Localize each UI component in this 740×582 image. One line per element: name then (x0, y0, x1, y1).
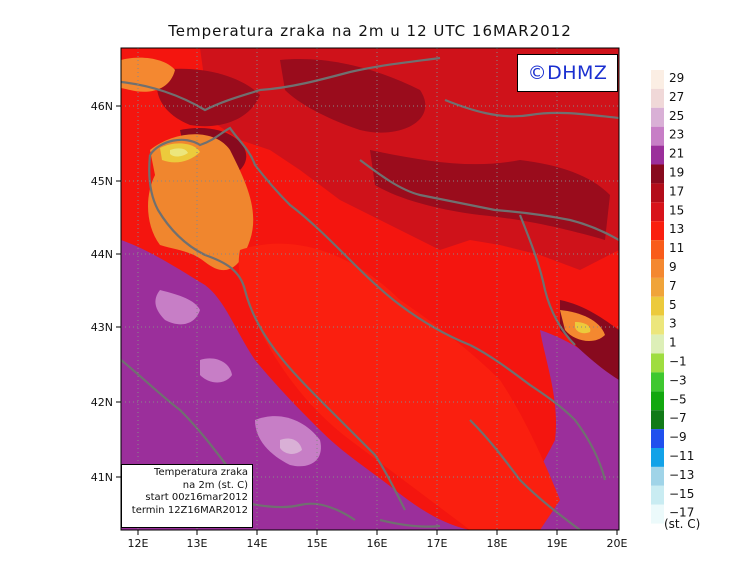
lon-label: 18E (487, 537, 508, 550)
lon-label: 12E (128, 537, 149, 550)
legend-swatch (651, 145, 664, 165)
lat-label: 44N (91, 248, 113, 261)
legend-label: −1 (669, 355, 687, 369)
legend-label: 25 (669, 109, 684, 123)
lon-labels: 12E 13E 14E 15E 16E 17E 18E 19E 20E (128, 537, 628, 550)
lat-labels: 46N 45N 44N 43N 42N 41N (91, 100, 113, 484)
dhmz-logo: ©DHMZ (517, 54, 618, 92)
legend-swatch (651, 466, 664, 486)
legend-label: 7 (669, 279, 677, 293)
lon-label: 17E (427, 537, 448, 550)
legend-label: 13 (669, 222, 684, 236)
legend-label: 3 (669, 317, 677, 331)
legend-label: 17 (669, 184, 684, 198)
legend-swatch (651, 70, 664, 89)
legend-label: −13 (669, 468, 694, 482)
lat-label: 45N (91, 175, 113, 188)
lon-label: 13E (187, 537, 208, 550)
lon-label: 20E (607, 537, 628, 550)
legend-label: 29 (669, 71, 684, 85)
legend-swatch (651, 334, 664, 354)
legend-label: −7 (669, 411, 687, 425)
legend-label: −15 (669, 487, 694, 501)
legend-label: 9 (669, 260, 677, 274)
lat-label: 46N (91, 100, 113, 113)
lon-label: 14E (247, 537, 268, 550)
legend-swatch (651, 372, 664, 392)
lat-label: 43N (91, 321, 113, 334)
legend-label: 1 (669, 336, 677, 350)
coastlines (121, 56, 619, 530)
lon-label: 19E (547, 537, 568, 550)
legend-swatch (651, 107, 664, 127)
legend-swatch (651, 88, 664, 108)
legend-label: 19 (669, 166, 684, 180)
legend-swatch (651, 391, 664, 411)
legend-label: −5 (669, 392, 687, 406)
legend-swatch (651, 296, 664, 316)
lat-label: 41N (91, 471, 113, 484)
legend-swatch (651, 259, 664, 278)
lat-lon-grid (121, 48, 619, 530)
legend-swatch (651, 126, 664, 146)
legend-label: −11 (669, 449, 694, 463)
info-line: Temperatura zraka (154, 467, 248, 478)
legend-label: 11 (669, 241, 684, 255)
legend-swatch (651, 485, 664, 505)
legend-swatch (651, 202, 664, 222)
temperature-field (121, 48, 619, 530)
color-legend: 29 27 25 23 21 19 17 15 13 11 9 7 5 3 1 −1 −3 −5 −7 −9 −11 −1… (651, 70, 694, 524)
legend-swatch (651, 504, 664, 524)
legend-label: −3 (669, 373, 687, 387)
legend-swatch (651, 410, 664, 430)
info-line: start 00z16mar2012 (145, 492, 248, 503)
legend-swatch (651, 221, 664, 241)
map-title: Temperatura zraka na 2m u 12 UTC 16MAR20… (168, 22, 572, 40)
info-box: Temperatura zraka na 2m (st. C) start 00… (121, 464, 253, 528)
legend-unit: (st. C) (664, 517, 700, 531)
lat-label: 42N (91, 396, 113, 409)
legend-swatch (651, 315, 664, 335)
info-line: termin 12Z16MAR2012 (131, 504, 248, 516)
axis-ticks (116, 105, 618, 535)
legend-label: 23 (669, 128, 684, 142)
legend-swatch (651, 164, 664, 184)
legend-label: 5 (669, 298, 677, 312)
legend-label: −17 (669, 506, 694, 520)
legend-label: −9 (669, 430, 687, 444)
legend-label: 15 (669, 203, 684, 217)
legend-swatch (651, 448, 664, 467)
legend-label: 21 (669, 147, 684, 161)
lon-label: 16E (367, 537, 388, 550)
plot-frame (120, 47, 620, 531)
info-line: na 2m (st. C) (182, 479, 248, 491)
legend-swatch (651, 277, 664, 297)
legend-swatch (651, 429, 664, 448)
legend-swatch (651, 183, 664, 203)
legend-swatch (651, 240, 664, 259)
lon-label: 15E (307, 537, 328, 550)
legend-label: 27 (669, 90, 684, 104)
legend-swatch (651, 353, 664, 373)
